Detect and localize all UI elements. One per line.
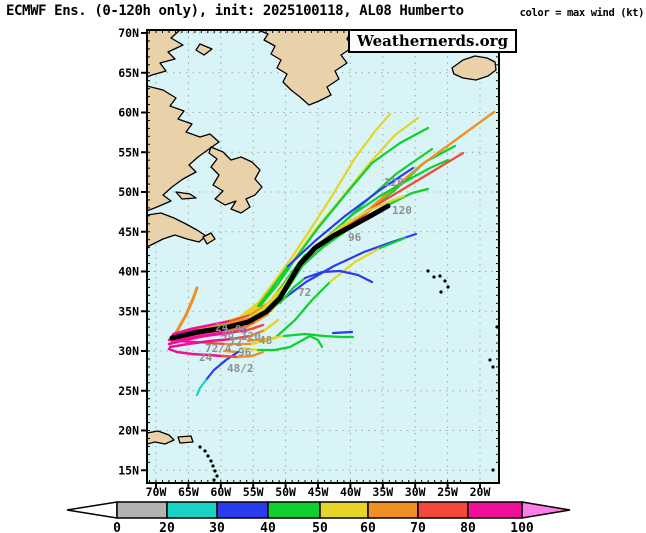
colorbar-tick-label: 80 bbox=[460, 521, 476, 533]
lat-tick-label: 20N bbox=[118, 424, 139, 438]
lon-tick-label: 70W bbox=[146, 485, 167, 499]
lon-tick-label: 40W bbox=[340, 485, 361, 499]
lat-tick-label: 60N bbox=[118, 106, 139, 120]
ocean bbox=[147, 30, 499, 483]
lat-tick-label: 25N bbox=[118, 384, 139, 398]
colorbar-tick-label: 40 bbox=[260, 521, 276, 533]
colorbar-cell bbox=[166, 501, 218, 519]
svg-text:24: 24 bbox=[199, 351, 213, 364]
colorbar-tick-label: 60 bbox=[360, 521, 376, 533]
lat-tick-label: 45N bbox=[118, 225, 139, 239]
axis-labels: 70N 65N 60N 55N 50N 45N 40N 35N 30N 25N 20N 15N 70W 6… bbox=[118, 26, 490, 499]
svg-text:72: 72 bbox=[298, 286, 311, 299]
colorbar-overflow-arrow bbox=[521, 501, 571, 519]
svg-text:120: 120 bbox=[241, 330, 261, 343]
colorbar-cell bbox=[319, 501, 369, 519]
colorbar-underflow-arrow bbox=[66, 501, 118, 519]
lon-tick-label: 65W bbox=[178, 485, 199, 499]
landmasses bbox=[148, 31, 497, 445]
svg-text:72/4: 72/4 bbox=[205, 342, 232, 355]
map-frame bbox=[146, 29, 500, 484]
lat-tick-label: 35N bbox=[118, 304, 139, 318]
lon-tick-label: 30W bbox=[405, 485, 426, 499]
colorbar-tick-label: 100 bbox=[510, 521, 534, 533]
lat-tick-label: 15N bbox=[118, 463, 139, 477]
svg-text:48: 48 bbox=[221, 328, 234, 341]
lon-tick-label: 55W bbox=[243, 485, 264, 499]
svg-text:72: 72 bbox=[229, 336, 242, 349]
legend-caption: color = max wind (kt) bbox=[519, 7, 645, 19]
lat-tick-label: 70N bbox=[118, 26, 139, 40]
watermark-badge: Weathernerds.org bbox=[348, 29, 518, 53]
mean-track bbox=[169, 203, 391, 341]
colorbar-tick-label: 20 bbox=[159, 521, 175, 533]
lat-tick-label: 40N bbox=[118, 265, 139, 279]
svg-text:24: 24 bbox=[215, 321, 229, 334]
lon-tick-label: 60W bbox=[210, 485, 231, 499]
svg-text:96: 96 bbox=[235, 323, 249, 336]
lat-tick-label: 50N bbox=[118, 185, 139, 199]
lon-tick-label: 50W bbox=[275, 485, 296, 499]
colorbar-cell bbox=[417, 501, 469, 519]
colorbar-tick-label: 30 bbox=[209, 521, 225, 533]
svg-text:120: 120 bbox=[384, 176, 404, 189]
colorbar-tick-label: 0 bbox=[113, 521, 121, 533]
svg-text:96: 96 bbox=[238, 346, 252, 359]
colorbar-tick-label: 70 bbox=[410, 521, 426, 533]
svg-text:96: 96 bbox=[348, 231, 362, 244]
colorbar-cell bbox=[367, 501, 419, 519]
lon-tick-label: 25W bbox=[437, 485, 458, 499]
chart-title: ECMWF Ens. (0-120h only), init: 20251001… bbox=[6, 3, 464, 19]
colorbar-tick-label: 50 bbox=[312, 521, 328, 533]
lat-tick-label: 55N bbox=[118, 145, 139, 159]
lat-tick-label: 65N bbox=[118, 66, 139, 80]
lon-tick-label: 45W bbox=[308, 485, 329, 499]
colorbar-cell bbox=[267, 501, 321, 519]
lat-tick-label: 30N bbox=[118, 344, 139, 358]
colorbar-cell bbox=[467, 501, 523, 519]
colorbar-cell bbox=[216, 501, 269, 519]
wind-colorbar: 0 20 30 40 50 60 70 80 100 bbox=[66, 501, 571, 533]
svg-text:120: 120 bbox=[392, 204, 412, 217]
colorbar-cell bbox=[116, 501, 168, 519]
svg-text:48: 48 bbox=[259, 334, 272, 347]
lon-tick-label: 35W bbox=[372, 485, 393, 499]
lon-tick-label: 20W bbox=[470, 485, 491, 499]
svg-text:48/2: 48/2 bbox=[227, 362, 254, 375]
